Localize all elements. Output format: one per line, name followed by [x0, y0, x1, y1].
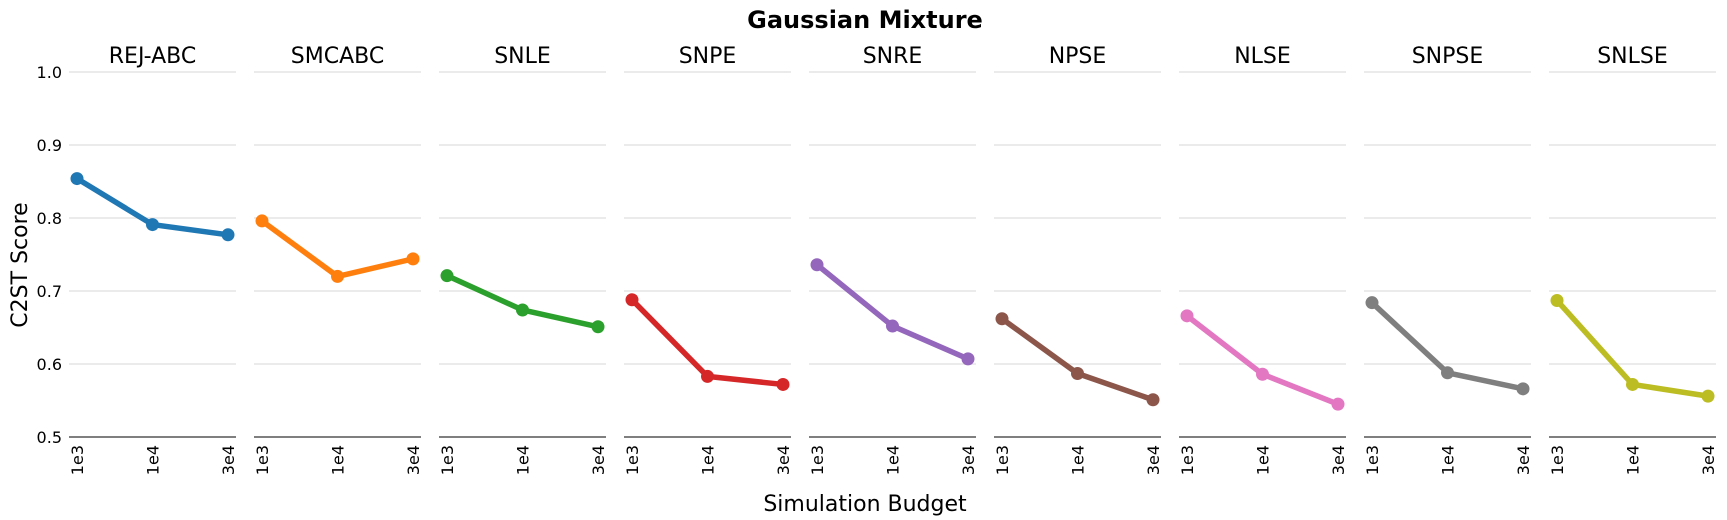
data-point [255, 214, 269, 228]
chart-title: Gaussian Mixture [747, 6, 983, 34]
data-point [1071, 366, 1084, 380]
data-point [701, 369, 714, 383]
x-tick-label: 1e4 [884, 445, 903, 475]
x-tick-label: 3e4 [959, 445, 978, 475]
panel-snpe: SNPE 1e3 1e4 3e4 [623, 44, 793, 475]
data-point [591, 320, 605, 334]
x-tick-label: 1e4 [1624, 445, 1643, 475]
y-axis-label: C2ST Score [8, 202, 33, 327]
data-point [221, 228, 235, 242]
x-tick-label: 3e4 [219, 445, 238, 475]
panel-nlse: NLSE 1e3 1e4 3e4 [1178, 44, 1348, 475]
x-tick-label: 1e4 [514, 445, 533, 475]
panel-snpse: SNPSE 1e3 1e4 3e4 [1363, 44, 1533, 475]
data-point [516, 303, 529, 317]
series-line [259, 218, 416, 280]
data-point [331, 269, 344, 283]
series-line [814, 261, 971, 362]
x-tick-label: 1e4 [144, 445, 163, 475]
data-point [625, 293, 639, 307]
data-point [995, 312, 1009, 326]
x-tick-label: 1e4 [329, 445, 348, 475]
data-point [1146, 393, 1160, 407]
x-tick-label: 1e3 [438, 445, 457, 475]
panel-title: SNRE [863, 44, 923, 69]
series-line [999, 315, 1156, 403]
x-tick-label: 3e4 [774, 445, 793, 475]
data-point [886, 319, 899, 333]
data-point [1550, 293, 1564, 307]
data-point [1256, 367, 1269, 381]
panel-rej-abc: REJ-ABC 1e3 1e4 3e4 [68, 44, 238, 475]
x-tick-label: 1e4 [1439, 445, 1458, 475]
data-point [810, 258, 824, 272]
panel-smcabc: SMCABC 1e3 1e4 3e4 [253, 44, 423, 475]
x-tick-label: 1e3 [253, 445, 272, 475]
x-tick-label: 1e3 [1178, 445, 1197, 475]
x-axis-label: Simulation Budget [763, 492, 967, 517]
x-tick-label: 3e4 [1329, 445, 1348, 475]
panel-title: SNLE [494, 44, 551, 69]
y-tick-label: 0.9 [37, 136, 62, 155]
panel-title: NLSE [1234, 44, 1291, 69]
y-tick-label: 0.8 [37, 209, 62, 228]
data-point [406, 252, 420, 266]
panel-title: SMCABC [291, 44, 384, 69]
data-point [440, 269, 454, 283]
panel-title: SNPE [679, 44, 737, 69]
panel-title: REJ-ABC [109, 44, 196, 69]
y-tick-label: 0.7 [37, 282, 62, 301]
data-point [1516, 382, 1530, 396]
x-tick-label: 1e4 [1069, 445, 1088, 475]
y-tick-label: 0.5 [37, 428, 62, 447]
y-axis: 0.5 0.6 0.7 0.8 0.9 1.0 [37, 63, 62, 447]
x-tick-label: 1e3 [68, 445, 87, 475]
series-line [1184, 313, 1341, 407]
x-tick-label: 1e3 [623, 445, 642, 475]
x-tick-label: 3e4 [1699, 445, 1718, 475]
y-tick-label: 0.6 [37, 355, 62, 374]
x-tick-label: 3e4 [589, 445, 608, 475]
data-point [961, 352, 975, 366]
data-point [70, 172, 84, 186]
panel-snle: SNLE 1e3 1e4 3e4 [438, 44, 608, 475]
panel-npse: NPSE 1e3 1e4 3e4 [993, 44, 1163, 475]
panel-snre: SNRE 1e3 1e4 3e4 [808, 44, 978, 475]
x-tick-label: 1e3 [808, 445, 827, 475]
data-point [776, 377, 790, 391]
panel-title: SNLSE [1597, 44, 1668, 69]
y-tick-label: 1.0 [37, 63, 62, 82]
data-point [1180, 309, 1194, 323]
x-tick-label: 3e4 [404, 445, 423, 475]
data-point [146, 218, 159, 232]
x-tick-label: 1e4 [1254, 445, 1273, 475]
x-tick-label: 3e4 [1144, 445, 1163, 475]
panels: REJ-ABC 1e3 1e4 3e4 SMCABC 1e3 1e4 3e4 SNLE 1e3 1e… [68, 44, 1718, 475]
panel-title: NPSE [1049, 44, 1107, 69]
x-tick-label: 1e3 [993, 445, 1012, 475]
series-line [444, 272, 601, 330]
data-point [1441, 366, 1454, 380]
data-point [1701, 389, 1715, 403]
x-tick-label: 1e3 [1363, 445, 1382, 475]
panel-title: SNPSE [1412, 44, 1484, 69]
x-tick-label: 1e3 [1548, 445, 1567, 475]
panel-snlse: SNLSE 1e3 1e4 3e4 [1548, 44, 1718, 475]
data-point [1365, 296, 1379, 310]
data-point [1331, 397, 1345, 411]
data-point [1626, 377, 1639, 391]
x-tick-label: 1e4 [699, 445, 718, 475]
x-tick-label: 3e4 [1514, 445, 1533, 475]
